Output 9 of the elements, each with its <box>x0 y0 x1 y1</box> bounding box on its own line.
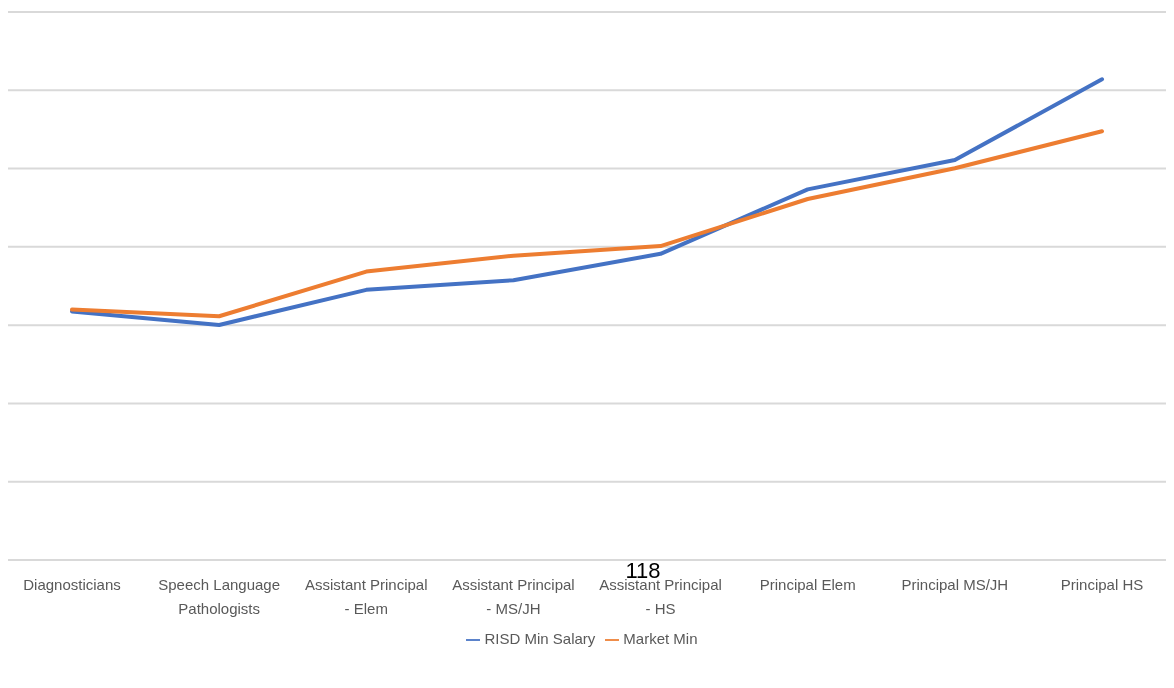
x-tick-label: Speech Language Pathologists <box>158 576 281 617</box>
x-tick-label: Principal Elem <box>759 576 856 593</box>
x-tick-label: Assistant Principal - Elem <box>305 576 428 617</box>
legend-label: Market Min <box>623 630 698 647</box>
legend-label: RISD Min Salary <box>484 630 596 647</box>
x-tick-label: Principal MS/JH <box>901 576 1009 593</box>
x-tick-label: Principal HS <box>1060 576 1144 593</box>
x-tick-label: Assistant Principal - MS/JH <box>452 576 575 617</box>
x-tick-label: Diagnosticians <box>23 576 121 593</box>
